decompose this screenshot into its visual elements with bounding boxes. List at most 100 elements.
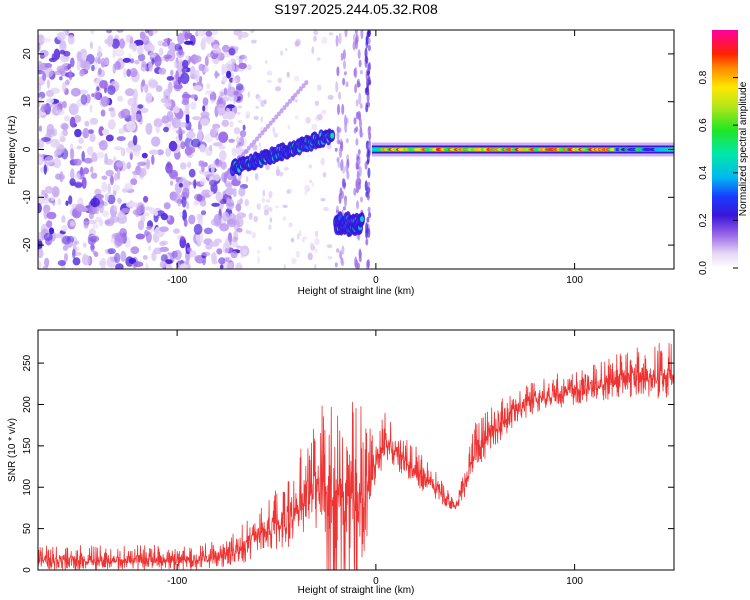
noise-blob xyxy=(267,246,272,251)
noise-blob xyxy=(273,132,279,138)
broadband-streak xyxy=(338,32,342,45)
noise-blob xyxy=(182,187,190,198)
noise-blob xyxy=(90,166,94,173)
broadband-streak xyxy=(356,200,359,210)
noise-blob xyxy=(274,205,280,209)
noise-blob xyxy=(277,77,283,84)
noise-blob xyxy=(282,216,287,221)
noise-blob xyxy=(211,44,220,54)
noise-blob xyxy=(112,184,121,192)
noise-blob xyxy=(244,55,248,63)
noise-blob xyxy=(232,214,239,221)
noise-blob xyxy=(162,41,170,47)
snr-line xyxy=(38,342,674,570)
noise-blob xyxy=(275,86,281,92)
broadband-streak xyxy=(358,166,362,177)
noise-blob xyxy=(140,63,148,72)
noise-blob xyxy=(97,56,101,65)
noise-blob xyxy=(172,193,182,203)
noise-blob xyxy=(167,42,177,51)
noise-blob xyxy=(44,62,53,69)
noise-blob xyxy=(163,126,169,133)
faint-harmonic xyxy=(265,123,270,129)
noise-blob xyxy=(304,184,311,193)
noise-blob xyxy=(240,254,244,259)
spectrogram-ytick-label: 0 xyxy=(22,146,33,152)
noise-blob xyxy=(94,188,102,195)
noise-blob xyxy=(321,36,328,45)
noise-blob xyxy=(61,215,66,224)
spectrogram-xtick-label: -100 xyxy=(167,275,187,286)
noise-blob xyxy=(105,134,114,142)
noise-blob xyxy=(106,30,113,34)
noise-blob xyxy=(252,144,258,151)
noise-blob xyxy=(111,38,120,49)
noise-blob xyxy=(163,102,172,108)
noise-blob xyxy=(173,60,177,69)
noise-blob xyxy=(242,124,246,131)
noise-blob xyxy=(78,89,88,95)
noise-blob xyxy=(107,194,116,205)
noise-blob xyxy=(295,250,300,258)
noise-blob xyxy=(38,156,43,165)
noise-blob xyxy=(253,115,259,121)
faint-harmonic xyxy=(298,86,303,92)
colorbar-tick-label: 0.0 xyxy=(698,261,709,275)
noise-blob xyxy=(134,39,144,46)
noise-blob xyxy=(114,252,121,264)
noise-blob xyxy=(226,70,232,79)
broadband-streak xyxy=(345,138,349,144)
broadband-streak xyxy=(367,181,371,187)
colorbar-label: Normalized spectral amplitude xyxy=(738,81,749,216)
noise-blob xyxy=(61,225,68,232)
noise-blob xyxy=(320,197,326,202)
noise-blob xyxy=(165,162,173,174)
noise-blob xyxy=(38,70,45,75)
noise-blob xyxy=(156,210,165,217)
broadband-streak xyxy=(341,245,345,255)
broadband-streak xyxy=(359,70,363,75)
noise-blob xyxy=(233,97,236,105)
noise-blob xyxy=(284,47,288,52)
noise-blob xyxy=(79,69,85,77)
noise-blob xyxy=(321,109,327,115)
noise-blob xyxy=(117,168,121,181)
noise-blob xyxy=(233,90,240,96)
broadband-streak xyxy=(335,81,339,93)
noise-blob xyxy=(182,209,187,222)
noise-blob xyxy=(200,118,210,127)
noise-blob xyxy=(38,248,44,259)
noise-blob xyxy=(90,172,98,179)
noise-blob xyxy=(231,78,238,84)
noise-blob xyxy=(199,144,206,153)
broadband-streak xyxy=(368,61,371,71)
noise-blob xyxy=(202,97,209,106)
noise-blob xyxy=(291,257,297,265)
noise-blob xyxy=(237,111,241,115)
noise-blob xyxy=(132,209,141,216)
noise-blob xyxy=(186,161,192,168)
noise-blob xyxy=(46,128,56,138)
noise-blob xyxy=(115,161,124,168)
faint-harmonic xyxy=(257,133,262,139)
broadband-streak xyxy=(342,165,345,174)
noise-blob xyxy=(141,152,148,159)
noise-blob xyxy=(315,230,319,238)
broadband-streak xyxy=(337,103,340,116)
noise-blob xyxy=(314,264,317,269)
noise-blob xyxy=(316,57,321,61)
noise-blob xyxy=(82,167,90,175)
noise-blob xyxy=(239,130,247,138)
noise-blob xyxy=(276,165,280,171)
noise-blob xyxy=(130,246,140,255)
broadband-streak xyxy=(345,164,349,172)
noise-blob xyxy=(82,254,91,266)
noise-blob xyxy=(196,194,203,202)
broadband-streak xyxy=(336,130,340,141)
noise-blob xyxy=(140,81,144,93)
broadband-streak xyxy=(355,37,358,50)
noise-blob xyxy=(44,156,55,165)
noise-blob xyxy=(266,79,273,84)
noise-blob xyxy=(128,201,139,208)
spectrogram-xtick-label: 0 xyxy=(373,275,379,286)
